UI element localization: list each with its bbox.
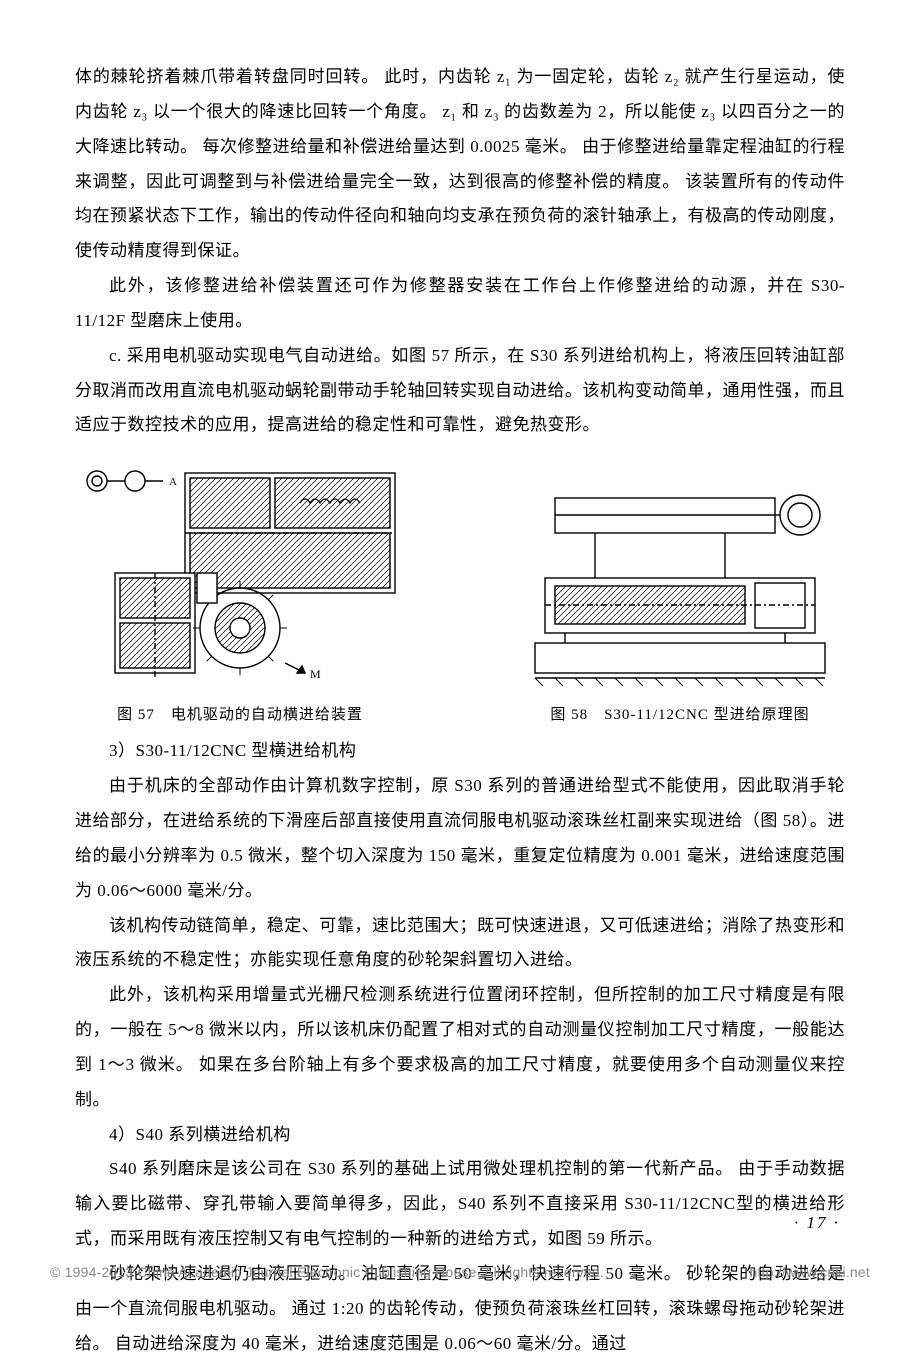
paragraph: 此外，该机构采用增量式光栅尺检测系统进行位置闭环控制，但所控制的加工尺寸精度是有… [75, 978, 845, 1117]
paragraph: 该机构传动链简单，稳定、可靠，速比范围大；既可快速进退，又可低速进给；消除了热变… [75, 909, 845, 979]
figure-58-diagram [525, 483, 835, 693]
footer: © 1994-2013 China Academic Journal Elect… [50, 1264, 870, 1280]
section-heading-4: 4）S40 系列横进给机构 [75, 1118, 845, 1153]
svg-text:M: M [310, 667, 321, 681]
svg-text:A: A [169, 476, 177, 488]
paragraph: 由于机床的全部动作由计算机数字控制，原 S30 系列的普通进给型式不能使用，因此… [75, 769, 845, 908]
text-block-1: 体的棘轮挤着棘爪带着转盘同时回转。 此时，内齿轮 z₁ 为一固定轮，齿轮 z₂ … [75, 60, 845, 443]
page-number: · 17 · [794, 1213, 840, 1233]
paragraph: c. 采用电机驱动实现电气自动进给。如图 57 所示，在 S30 系列进给机构上… [75, 339, 845, 444]
figure-57-diagram: A [75, 463, 405, 693]
figure-58-caption: 图 58 S30-11/12CNC 型进给原理图 [550, 703, 809, 724]
paragraph: S40 系列磨床是该公司在 S30 系列的基础上试用微处理机控制的第一代新产品。… [75, 1152, 845, 1257]
figure-58: 图 58 S30-11/12CNC 型进给原理图 [515, 483, 845, 724]
paragraph: 体的棘轮挤着棘爪带着转盘同时回转。 此时，内齿轮 z₁ 为一固定轮，齿轮 z₂ … [75, 60, 845, 269]
figures-row: A [75, 463, 845, 724]
figure-57-caption: 图 57 电机驱动的自动横进给装置 [117, 703, 363, 724]
section-heading-3: 3）S30-11/12CNC 型横进给机构 [75, 734, 845, 769]
paragraph: 此外，该修整进给补偿装置还可作为修整器安装在工作台上作修整进给的动源，并在 S3… [75, 269, 845, 339]
figure-57: A [75, 463, 405, 724]
footer-copyright: © 1994-2013 China Academic Journal Elect… [50, 1264, 604, 1280]
footer-url: http://www.cnki.net [749, 1264, 870, 1280]
